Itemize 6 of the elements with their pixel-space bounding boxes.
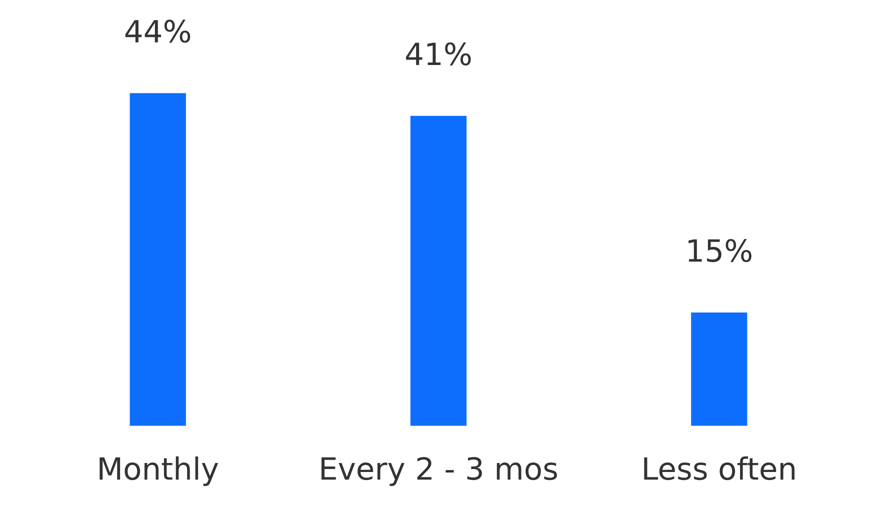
data-label: 41% [406, 42, 471, 66]
x-tick-label: Monthly [100, 456, 218, 486]
data-label: 44% [125, 20, 190, 43]
x-tick-label: Every 2 - 3 mos [322, 456, 557, 486]
data-label: 15% [688, 238, 752, 262]
x-tick-label: Less often [644, 456, 794, 480]
